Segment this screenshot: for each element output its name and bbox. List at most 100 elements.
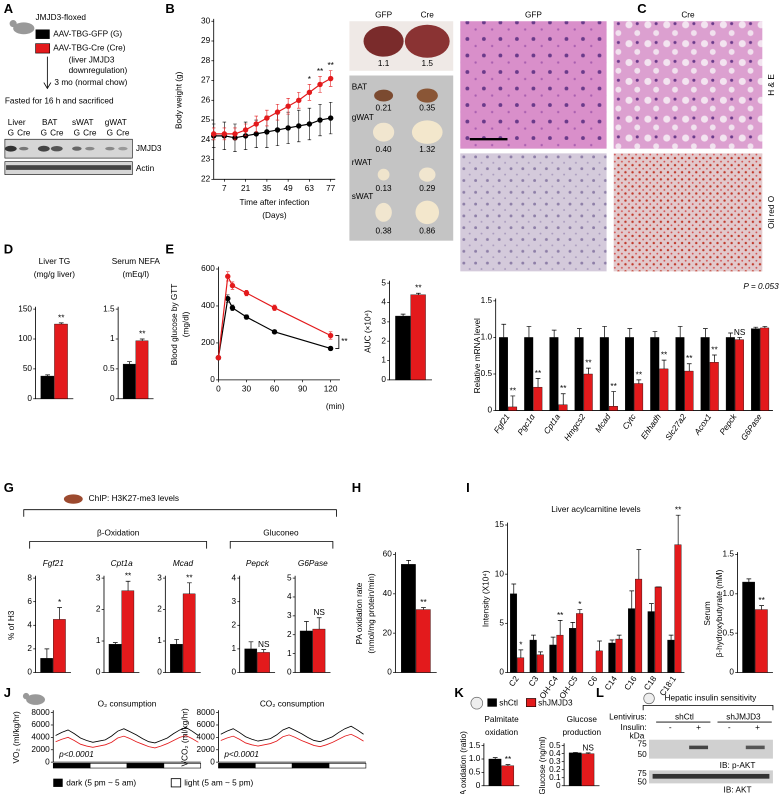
line bbox=[213, 117, 331, 139]
dark-light-bar bbox=[255, 763, 293, 769]
y-tick-label: 1.5 bbox=[469, 741, 481, 750]
error-bar bbox=[531, 634, 536, 641]
y-tick-label: 10 bbox=[495, 569, 505, 578]
legend-label: shJMJD3 bbox=[538, 698, 573, 707]
x-tick-label: Slc27a2 bbox=[664, 412, 689, 442]
bracket bbox=[23, 509, 337, 517]
panel-letter: J bbox=[4, 685, 11, 700]
y-tick-label: 0 bbox=[210, 375, 215, 384]
value-text: 0.35 bbox=[419, 104, 435, 113]
bar bbox=[395, 315, 411, 381]
x-tick-label: 120 bbox=[324, 385, 338, 394]
bar bbox=[574, 337, 584, 411]
point bbox=[221, 131, 228, 137]
y-tick-label: 0 bbox=[232, 668, 237, 677]
y-tick-label: 2 bbox=[232, 620, 237, 629]
error-bar bbox=[577, 328, 582, 338]
significance: ** bbox=[186, 573, 193, 582]
error-bar bbox=[406, 560, 411, 565]
line bbox=[217, 274, 331, 358]
value-text: 0.29 bbox=[419, 184, 435, 193]
y-tick-label: 5 bbox=[381, 278, 386, 287]
significance: ** bbox=[711, 345, 718, 354]
bar bbox=[299, 630, 313, 673]
bar bbox=[108, 643, 122, 673]
tissue-label: gWAT bbox=[105, 118, 127, 127]
bar bbox=[599, 337, 609, 411]
panel-letter: K bbox=[454, 685, 464, 700]
bracket bbox=[29, 541, 334, 549]
error-bar bbox=[759, 605, 764, 610]
chart-title: Palmitate bbox=[484, 715, 519, 724]
dark-light-bar bbox=[89, 763, 128, 769]
error-bar bbox=[728, 332, 733, 338]
value-text: 1.32 bbox=[419, 145, 435, 154]
error-bar bbox=[112, 642, 118, 645]
significance: * bbox=[519, 640, 523, 649]
point bbox=[274, 127, 281, 133]
tissue-label: rWAT bbox=[352, 158, 372, 167]
y-tick-label: 2 bbox=[381, 336, 386, 345]
error-bar bbox=[712, 354, 717, 363]
row-label: Lentivirus: bbox=[609, 712, 647, 721]
x-tick-label: OH-C5 bbox=[558, 674, 580, 701]
significance: ** bbox=[686, 354, 693, 363]
point bbox=[317, 117, 323, 123]
x-tick-label: 60 bbox=[270, 385, 280, 394]
bar bbox=[549, 337, 559, 411]
error-bar bbox=[416, 292, 421, 295]
bar bbox=[556, 634, 564, 673]
panel-letter: L bbox=[596, 685, 604, 700]
y-tick-label: 1.0 bbox=[469, 754, 481, 763]
dark-light-bar bbox=[52, 763, 91, 769]
error-bar bbox=[703, 328, 708, 338]
bar bbox=[121, 590, 135, 673]
y-tick-label: 6 bbox=[27, 597, 32, 606]
bar bbox=[628, 608, 635, 673]
y-tick-label: 1 bbox=[96, 636, 101, 645]
y-tick-label: 0 bbox=[488, 406, 493, 415]
y-tick-label: 0 bbox=[157, 668, 162, 677]
error-bar bbox=[570, 621, 576, 629]
marker: 50 bbox=[638, 750, 648, 759]
x-tick-label: Hmgcs2 bbox=[563, 412, 588, 442]
y-tick-label: 4000 bbox=[31, 733, 50, 742]
y-tick-label: 29 bbox=[201, 36, 211, 45]
x-tick-label: 90 bbox=[298, 385, 308, 394]
bar bbox=[54, 323, 68, 399]
error-bar bbox=[505, 764, 511, 766]
x-tick-label: C3 bbox=[527, 674, 541, 688]
point bbox=[285, 125, 291, 131]
error-bar bbox=[304, 621, 309, 631]
bar bbox=[635, 578, 643, 673]
chart-title: Fgf21 bbox=[43, 559, 64, 568]
point bbox=[327, 75, 334, 82]
y-tick-label: 23 bbox=[201, 155, 211, 164]
tissue-label: gWAT bbox=[352, 113, 374, 122]
significance: ** bbox=[758, 596, 765, 605]
bar bbox=[700, 337, 710, 411]
blot-label: IB: p-AKT bbox=[720, 761, 756, 770]
x-tick-label: C14 bbox=[603, 674, 619, 692]
y-tick-label: 1 bbox=[232, 644, 237, 653]
error-bar bbox=[762, 326, 768, 328]
error-bar bbox=[668, 634, 674, 641]
bar bbox=[257, 652, 270, 673]
y-tick-label: 100 bbox=[18, 334, 32, 343]
bar bbox=[524, 337, 534, 411]
y-axis-label: β-hydroxybutyrate (mM) bbox=[715, 569, 724, 657]
point bbox=[242, 127, 249, 133]
significance: ** bbox=[661, 351, 668, 360]
line bbox=[55, 735, 199, 749]
stain-label: Oil red O bbox=[767, 195, 776, 229]
chart-title: O₂ consumption bbox=[98, 700, 157, 709]
step: Fasted for 16 h and sacrificed bbox=[5, 97, 114, 106]
error-bar bbox=[557, 620, 563, 636]
x-tick-label: Pepck bbox=[718, 412, 739, 437]
significance: * bbox=[308, 75, 312, 84]
significance: ** bbox=[317, 67, 324, 76]
mouse-icon bbox=[9, 20, 35, 35]
group-label: shCtl bbox=[675, 712, 694, 721]
significance: ** bbox=[560, 384, 567, 393]
